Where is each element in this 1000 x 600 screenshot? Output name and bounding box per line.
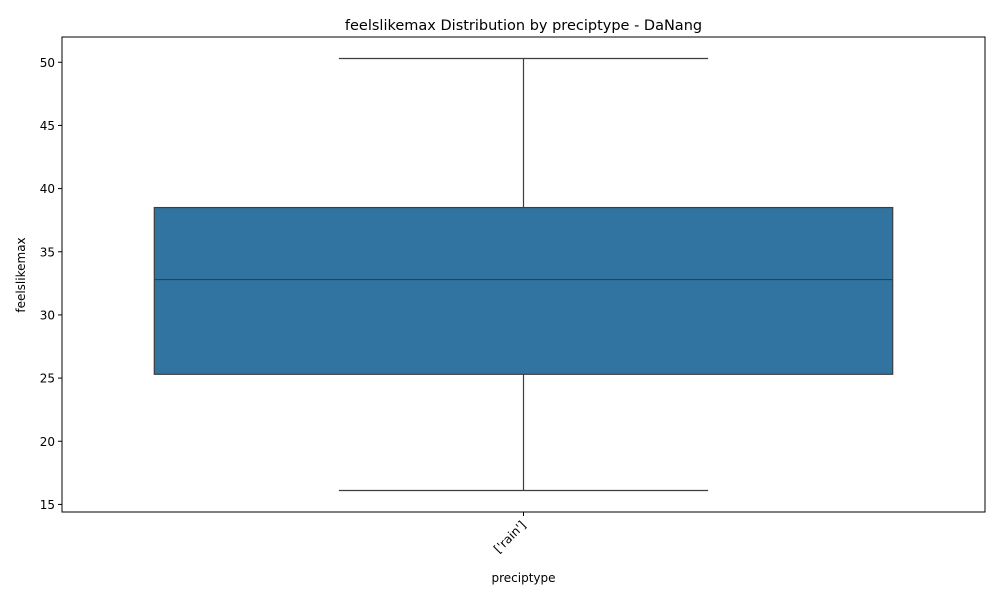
box-iqr xyxy=(153,206,894,375)
y-tick-label: 35 xyxy=(40,245,55,259)
y-tick-label: 15 xyxy=(40,498,55,512)
chart-title: feelslikemax Distribution by preciptype … xyxy=(345,18,702,34)
y-tick-label: 30 xyxy=(40,308,55,322)
y-tick-label: 50 xyxy=(40,56,55,70)
y-axis-label: feelslikemax xyxy=(14,237,28,312)
x-axis-label: preciptype xyxy=(491,571,555,585)
y-tick-label: 20 xyxy=(40,435,55,449)
y-tick-label: 25 xyxy=(40,372,55,386)
axes-frame xyxy=(61,36,986,513)
y-tick-label: 40 xyxy=(40,182,55,196)
y-axis: 15 20 25 30 35 40 45 50 xyxy=(40,56,62,512)
y-tick-label: 45 xyxy=(40,119,55,133)
plot-area xyxy=(153,57,894,492)
